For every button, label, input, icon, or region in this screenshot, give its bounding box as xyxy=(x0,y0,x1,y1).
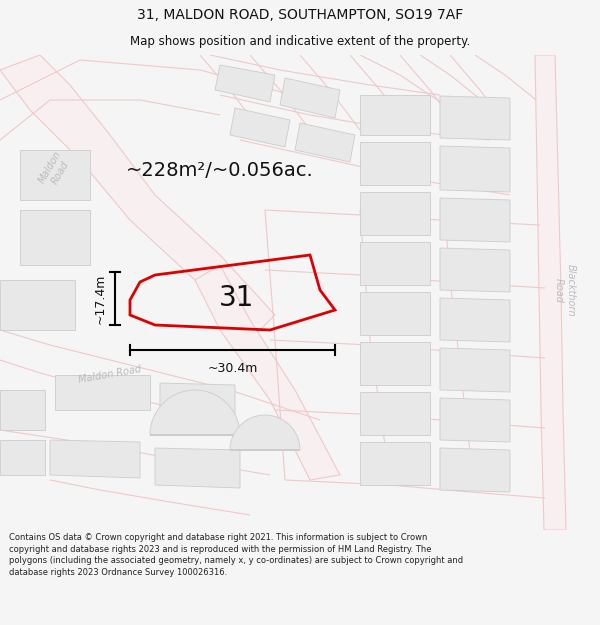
Polygon shape xyxy=(280,78,340,118)
Polygon shape xyxy=(360,142,430,185)
Polygon shape xyxy=(360,392,430,435)
Polygon shape xyxy=(440,146,510,192)
Polygon shape xyxy=(360,242,430,285)
Polygon shape xyxy=(55,375,150,410)
Polygon shape xyxy=(440,298,510,342)
Text: Maldon Road: Maldon Road xyxy=(78,364,142,386)
Polygon shape xyxy=(0,280,75,330)
Text: Blackthorn
Road: Blackthorn Road xyxy=(554,264,576,316)
Text: 31: 31 xyxy=(218,284,254,312)
Polygon shape xyxy=(535,55,566,530)
Polygon shape xyxy=(195,265,340,480)
Polygon shape xyxy=(0,55,275,340)
Polygon shape xyxy=(295,123,355,162)
Text: ~30.4m: ~30.4m xyxy=(208,362,257,375)
Polygon shape xyxy=(0,390,45,430)
Text: Map shows position and indicative extent of the property.: Map shows position and indicative extent… xyxy=(130,35,470,48)
Polygon shape xyxy=(440,348,510,392)
Polygon shape xyxy=(160,383,235,422)
Polygon shape xyxy=(155,448,240,488)
Polygon shape xyxy=(20,150,90,200)
Polygon shape xyxy=(440,448,510,492)
Polygon shape xyxy=(215,65,275,102)
Text: ~17.4m: ~17.4m xyxy=(94,273,107,324)
Text: Maldon
Road: Maldon Road xyxy=(37,149,73,191)
Polygon shape xyxy=(360,442,430,485)
Polygon shape xyxy=(440,198,510,242)
Polygon shape xyxy=(360,192,430,235)
Polygon shape xyxy=(360,342,430,385)
Polygon shape xyxy=(440,248,510,292)
Polygon shape xyxy=(440,96,510,140)
Polygon shape xyxy=(20,210,90,265)
Polygon shape xyxy=(0,440,45,475)
Polygon shape xyxy=(440,398,510,442)
Polygon shape xyxy=(230,415,300,450)
Text: 31, MALDON ROAD, SOUTHAMPTON, SO19 7AF: 31, MALDON ROAD, SOUTHAMPTON, SO19 7AF xyxy=(137,8,463,22)
Text: Contains OS data © Crown copyright and database right 2021. This information is : Contains OS data © Crown copyright and d… xyxy=(9,533,463,578)
Polygon shape xyxy=(150,390,240,435)
Polygon shape xyxy=(360,95,430,135)
Polygon shape xyxy=(230,108,290,147)
Polygon shape xyxy=(360,292,430,335)
Polygon shape xyxy=(50,440,140,478)
Text: ~228m²/~0.056ac.: ~228m²/~0.056ac. xyxy=(126,161,314,179)
